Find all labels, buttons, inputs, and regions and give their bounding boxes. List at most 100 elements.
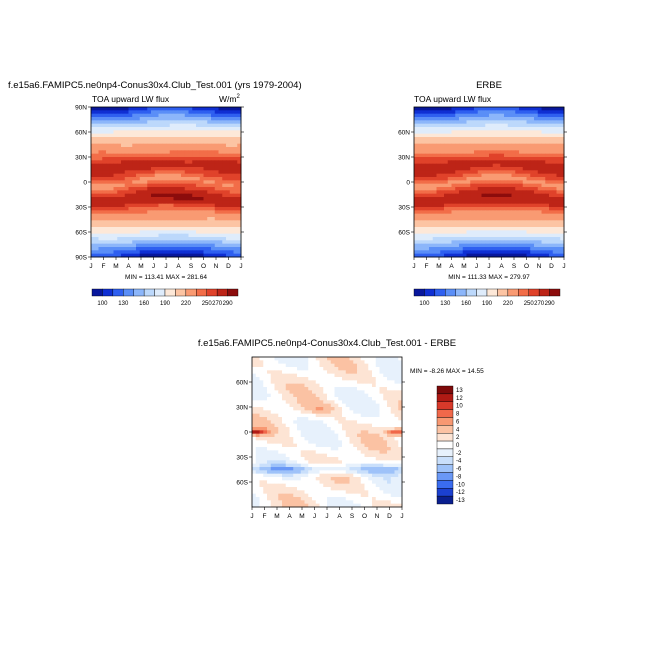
- heatmap-cell: [158, 247, 163, 251]
- heatmap-cell: [102, 253, 107, 258]
- heatmap-cell: [462, 213, 467, 218]
- heatmap-cell: [211, 183, 216, 188]
- heatmap-cell: [285, 443, 290, 448]
- heatmap-cell: [537, 150, 542, 155]
- heatmap-cell: [139, 253, 144, 258]
- heatmap-cell: [98, 187, 103, 191]
- heatmap-cell: [530, 240, 535, 245]
- heatmap-cell: [556, 187, 561, 191]
- heatmap-cell: [91, 200, 96, 205]
- heatmap-cell: [552, 163, 557, 168]
- heatmap-cell: [421, 217, 426, 221]
- heatmap-cell: [300, 433, 305, 438]
- heatmap-cell: [211, 177, 216, 181]
- heatmap-cell: [545, 120, 550, 125]
- heatmap-cell: [308, 370, 313, 375]
- heatmap-cell: [334, 377, 339, 381]
- heatmap-cell: [530, 247, 535, 251]
- heatmap-cell: [139, 117, 144, 121]
- heatmap-cell: [278, 400, 283, 405]
- heatmap-cell: [485, 197, 490, 201]
- heatmap-cell: [552, 170, 557, 175]
- heatmap-cell: [500, 230, 505, 235]
- heatmap-cell: [158, 180, 163, 185]
- heatmap-cell: [151, 157, 156, 161]
- heatmap-cell: [556, 123, 561, 128]
- heatmap-cell: [270, 400, 275, 405]
- heatmap-cell: [549, 130, 554, 135]
- heatmap-cell: [211, 193, 216, 198]
- heatmap-cell: [342, 440, 347, 445]
- heatmap-cell: [229, 250, 234, 255]
- heatmap-cell: [537, 210, 542, 215]
- heatmap-cell: [203, 140, 208, 145]
- heatmap-cell: [414, 237, 419, 241]
- heatmap-cell: [218, 230, 223, 235]
- heatmap-cell: [394, 410, 399, 415]
- heatmap-cell: [188, 140, 193, 145]
- heatmap-cell: [136, 113, 141, 118]
- heatmap-cell: [519, 173, 524, 178]
- heatmap-cell: [166, 190, 171, 195]
- heatmap-cell: [177, 207, 182, 211]
- heatmap-cell: [552, 167, 557, 171]
- heatmap-cell: [319, 357, 324, 361]
- heatmap-cell: [177, 163, 182, 168]
- heatmap-cell: [432, 183, 437, 188]
- heatmap-cell: [297, 430, 302, 435]
- heatmap-cell: [485, 240, 490, 245]
- heatmap-cell: [124, 247, 129, 251]
- heatmap-cell: [534, 157, 539, 161]
- heatmap-cell: [222, 150, 227, 155]
- heatmap-cell: [136, 130, 141, 135]
- heatmap-cell: [132, 113, 137, 118]
- heatmap-cell: [507, 187, 512, 191]
- heatmap-cell: [109, 127, 114, 131]
- heatmap-cell: [94, 190, 99, 195]
- heatmap-cell: [181, 243, 186, 248]
- heatmap-cell: [459, 203, 464, 208]
- heatmap-cell: [541, 207, 546, 211]
- heatmap-cell: [474, 147, 479, 151]
- heatmap-cell: [541, 253, 546, 258]
- heatmap-cell: [233, 243, 238, 248]
- heatmap-cell: [196, 107, 201, 111]
- heatmap-cell: [196, 147, 201, 151]
- heatmap-cell: [447, 120, 452, 125]
- heatmap-cell: [226, 157, 231, 161]
- heatmap-cell: [263, 443, 268, 448]
- heatmap-cell: [121, 237, 126, 241]
- heatmap-cell: [278, 437, 283, 441]
- heatmap-cell: [451, 250, 456, 255]
- heatmap-cell: [166, 183, 171, 188]
- heatmap-cell: [556, 180, 561, 185]
- heatmap-cell: [207, 180, 212, 185]
- heatmap-cell: [312, 417, 317, 421]
- heatmap-cell: [323, 387, 328, 391]
- heatmap-cell: [552, 223, 557, 228]
- heatmap-cell: [199, 220, 204, 225]
- heatmap-cell: [184, 190, 189, 195]
- heatmap-cell: [289, 387, 294, 391]
- heatmap-cell: [91, 173, 96, 178]
- heatmap-cell: [462, 157, 467, 161]
- heatmap-cell: [304, 427, 309, 431]
- heatmap-cell: [530, 183, 535, 188]
- heatmap-cell: [282, 407, 287, 411]
- heatmap-cell: [222, 183, 227, 188]
- heatmap-cell: [270, 420, 275, 425]
- heatmap-cell: [334, 387, 339, 391]
- heatmap-cell: [207, 210, 212, 215]
- heatmap-cell: [436, 227, 441, 231]
- heatmap-cell: [530, 180, 535, 185]
- heatmap-cell: [91, 197, 96, 201]
- heatmap-cell: [229, 193, 234, 198]
- heatmap-cell: [447, 210, 452, 215]
- heatmap-cell: [368, 417, 373, 421]
- panel-diff: f.e15a6.FAMIPC5.ne0np4-Conus30x4.Club_Te…: [198, 338, 484, 520]
- heatmap-cell: [394, 453, 399, 458]
- heatmap-cell: [136, 223, 141, 228]
- heatmap-cell: [270, 380, 275, 385]
- heatmap-cell: [278, 433, 283, 438]
- heatmap-cell: [226, 167, 231, 171]
